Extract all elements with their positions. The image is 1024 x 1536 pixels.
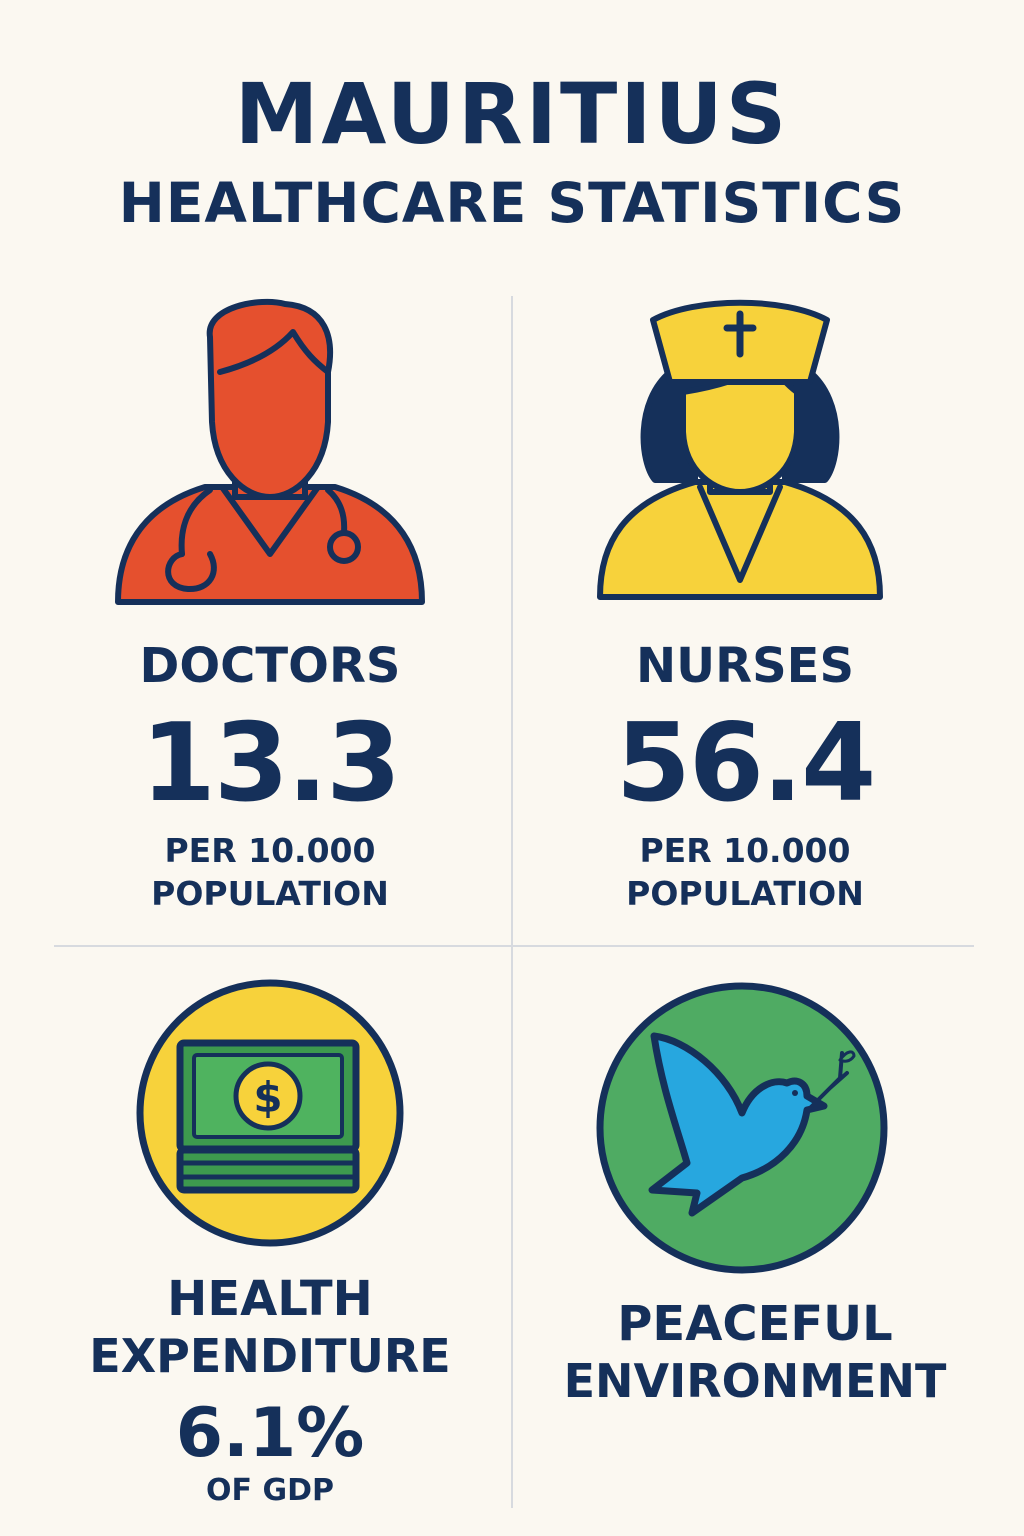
nurses-label: NURSES (635, 638, 855, 694)
nurse-icon (597, 299, 883, 600)
horizontal-divider (54, 945, 974, 947)
doctors-unit-line2: POPULATION (151, 874, 389, 913)
money-icon: $ (136, 979, 404, 1247)
expenditure-label-line2: EXPENDITURE (89, 1329, 451, 1383)
vertical-divider (511, 296, 513, 1508)
expenditure-label-line1: HEALTH (167, 1271, 373, 1327)
doctors-value: 13.3 (140, 701, 401, 826)
expenditure-value: 6.1% (175, 1394, 365, 1473)
doctors-unit-line1: PER 10.000 (164, 831, 376, 870)
doctors-label: DOCTORS (139, 638, 401, 694)
peace-label-line1: PEACEFUL (617, 1296, 893, 1352)
nurses-unit-line2: POPULATION (626, 874, 864, 913)
peace-label-line2: ENVIRONMENT (563, 1354, 947, 1408)
page-subtitle: HEALTHCARE STATISTICS (118, 171, 906, 235)
dove-icon (596, 982, 888, 1274)
nurses-unit-line1: PER 10.000 (639, 831, 851, 870)
expenditure-unit: OF GDP (206, 1473, 334, 1508)
page-title: MAURITIUS (234, 65, 790, 163)
nurses-value: 56.4 (615, 701, 876, 826)
doctor-icon (115, 298, 425, 605)
svg-text:$: $ (253, 1073, 282, 1122)
